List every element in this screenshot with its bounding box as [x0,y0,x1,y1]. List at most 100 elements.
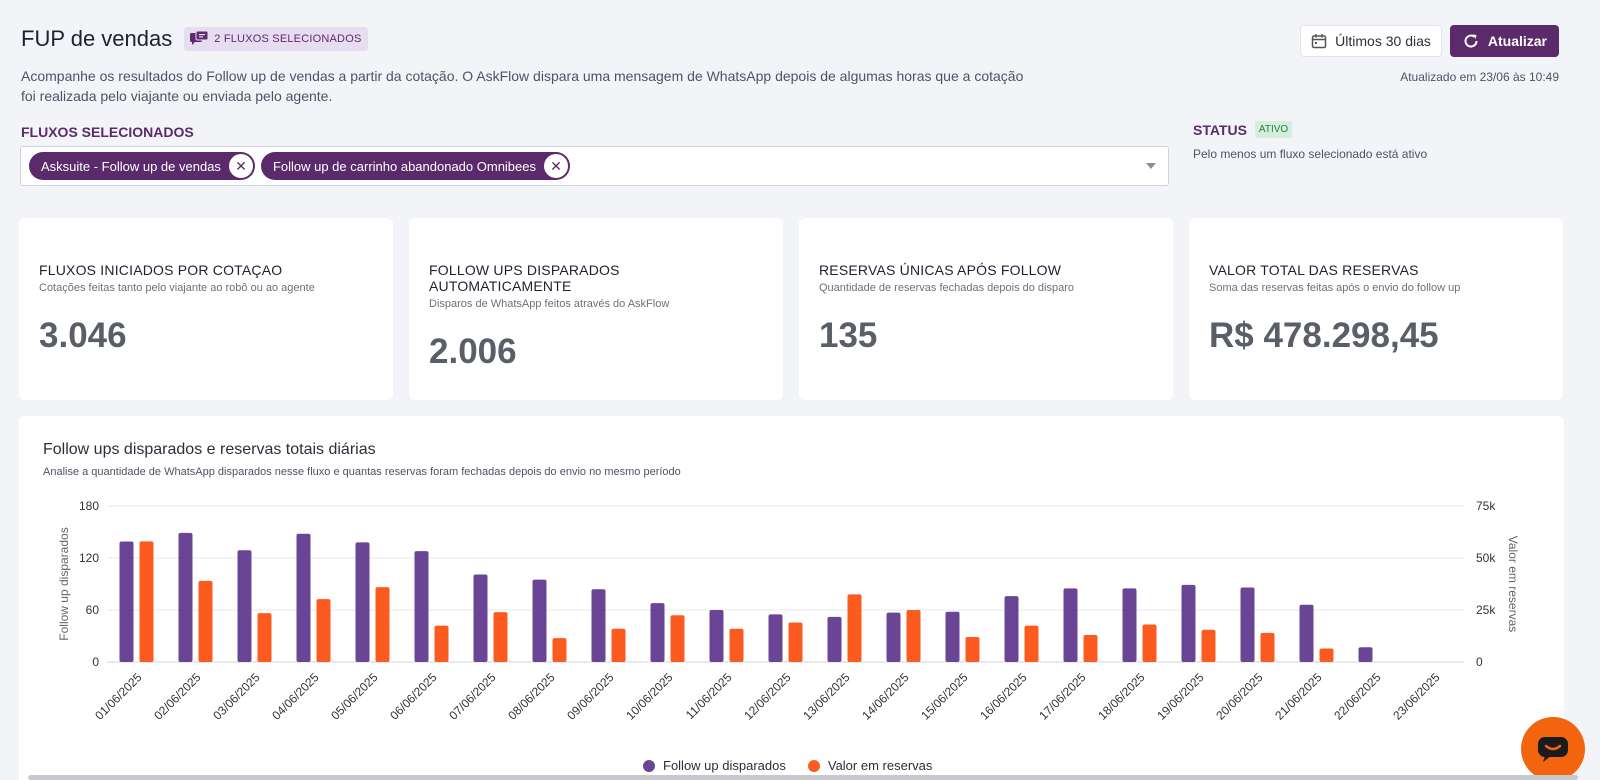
kpi-card-description: Soma das reservas feitas após o envio do… [1209,282,1461,294]
bar-followups [768,614,783,662]
x-tick-label: 07/06/2025 [446,670,499,723]
bar-followups [178,532,193,662]
bar-reservas [1083,634,1098,662]
y-tick-label: 0 [92,655,99,669]
bar-reservas [788,622,803,662]
page-subtitle: Acompanhe os resultados do Follow up de … [21,68,1024,104]
flow-chip: Follow up de carrinho abandonado Omnibee… [260,152,570,180]
x-tick-label: 22/06/2025 [1331,670,1384,723]
bar-followups [650,603,665,662]
page-header: FUP de vendas 2 FLUXOS SELECIONADOS Acom… [21,26,1041,106]
page-title: FUP de vendas [21,26,173,51]
x-tick-label: 01/06/2025 [92,670,145,723]
x-tick-label: 10/06/2025 [623,670,676,723]
kpi-card-flows-started: FLUXOS INICIADOS POR COTAÇAO Cotações fe… [19,218,393,400]
bar-followups [473,574,488,662]
x-tick-label: 23/06/2025 [1390,670,1443,723]
x-tick-label: 09/06/2025 [564,670,617,723]
bar-reservas [552,638,567,662]
flow-chip: Asksuite - Follow up de vendas ✕ [29,152,255,180]
x-tick-label: 18/06/2025 [1095,670,1148,723]
y-tick-label: 180 [79,499,99,513]
status-block: STATUS ATIVO Pelo menos um fluxo selecio… [1193,121,1427,161]
bar-followups [827,616,842,662]
kpi-card-unique-bookings: RESERVAS ÚNICAS APÓS FOLLOW Quantidade d… [799,218,1173,400]
caret-down-icon[interactable] [1146,163,1156,169]
y2-tick-label: 25k [1476,603,1496,617]
bar-reservas [375,587,390,662]
kpi-card-description: Cotações feitas tanto pelo viajante ao r… [39,282,315,294]
status-badge: ATIVO [1254,121,1293,138]
x-tick-label: 06/06/2025 [387,670,440,723]
kpi-card-title: FLUXOS INICIADOS POR COTAÇAO [39,262,283,278]
close-icon[interactable]: ✕ [228,154,253,178]
status-label: STATUS [1193,121,1247,138]
y-tick-label: 120 [79,551,99,565]
legend-item-reservas[interactable]: Valor em reservas [807,758,933,773]
bar-followups [945,611,960,662]
bar-followups [1358,647,1373,662]
kpi-card-title: VALOR TOTAL DAS RESERVAS [1209,262,1419,278]
y-tick-label: 60 [86,603,100,617]
bar-reservas [906,610,921,662]
chart-panel: Follow ups disparados e reservas totais … [19,416,1564,780]
legend-label: Follow up disparados [663,758,786,773]
x-tick-label: 14/06/2025 [859,670,912,723]
selected-flows-label: FLUXOS SELECIONADOS [21,124,194,140]
kpi-card-title: RESERVAS ÚNICAS APÓS FOLLOW [819,262,1062,278]
chart-title: Follow ups disparados e reservas totais … [43,441,376,458]
bar-reservas [965,637,980,662]
bar-reservas [670,615,685,662]
x-tick-label: 16/06/2025 [977,670,1030,723]
x-tick-label: 20/06/2025 [1213,670,1266,723]
bar-followups [532,579,547,662]
status-description: Pelo menos um fluxo selecionado está ati… [1193,147,1428,161]
bar-reservas [1142,624,1157,662]
chat-button[interactable] [1521,717,1585,780]
kpi-card-title: FOLLOW UPS DISPARADOS AUTOMATICAMENTE [429,262,620,294]
kpi-card-followups-sent: FOLLOW UPS DISPARADOS AUTOMATICAMENTE Di… [409,218,783,400]
calendar-icon [1311,34,1327,49]
period-selector-button[interactable]: Últimos 30 dias [1300,25,1442,57]
y-axis-label: Follow up disparados [57,527,71,640]
bar-reservas [1024,625,1039,662]
kpi-card-description: Quantidade de reservas fechadas depois d… [819,282,1075,294]
bar-chart: 0 60 120 180 0 25k 50k 75k Follow up disparados V… [57,499,1520,723]
bar-followups [1299,604,1314,662]
bar-followups [1240,587,1255,662]
flow-chip-label: Asksuite - Follow up de vendas [41,158,221,174]
bar-followups [355,542,370,662]
last-updated-text: Atualizado em 23/06 às 10:49 [1400,70,1559,84]
legend-dot [807,759,820,772]
kpi-card-value: 2.006 [429,332,517,371]
kpi-card-description: Disparos de WhatsApp feitos através do A… [429,298,670,310]
top-actions: Últimos 30 dias Atualizar [1300,25,1559,57]
flows-multiselect[interactable]: Asksuite - Follow up de vendas ✕ Follow … [20,146,1169,186]
kpi-card-value: R$ 478.298,45 [1209,316,1439,355]
x-tick-label: 11/06/2025 [683,670,735,722]
kpi-cards: FLUXOS INICIADOS POR COTAÇAO Cotações fe… [19,218,1563,400]
flow-chip-label: Follow up de carrinho abandonado Omnibee… [272,158,536,174]
bar-reservas [316,599,331,662]
selected-flows-badge: 2 FLUXOS SELECIONADOS [184,27,368,51]
close-icon[interactable]: ✕ [544,154,568,178]
kpi-card-total-value: VALOR TOTAL DAS RESERVAS Soma das reserv… [1189,218,1563,400]
x-tick-label: 02/06/2025 [151,670,204,723]
x-tick-label: 17/06/2025 [1036,670,1089,723]
legend-label: Valor em reservas [827,758,933,773]
x-tick-label: 13/06/2025 [800,670,853,723]
bar-followups [237,550,252,662]
chart-legend: Follow up disparados Valor em reservas [643,758,932,773]
x-tick-label: 03/06/2025 [210,670,263,723]
bar-reservas [1260,632,1275,662]
refresh-button[interactable]: Atualizar [1449,25,1559,57]
bar-reservas [1201,629,1216,662]
bar-followups [1122,588,1137,662]
bar-followups [591,589,606,662]
x-tick-label: 12/06/2025 [741,670,794,723]
legend-item-followups[interactable]: Follow up disparados [643,758,786,773]
horizontal-scrollbar[interactable] [28,775,1578,780]
bar-followups [119,541,134,662]
bar-followups [296,533,311,662]
legend-dot [643,759,655,772]
